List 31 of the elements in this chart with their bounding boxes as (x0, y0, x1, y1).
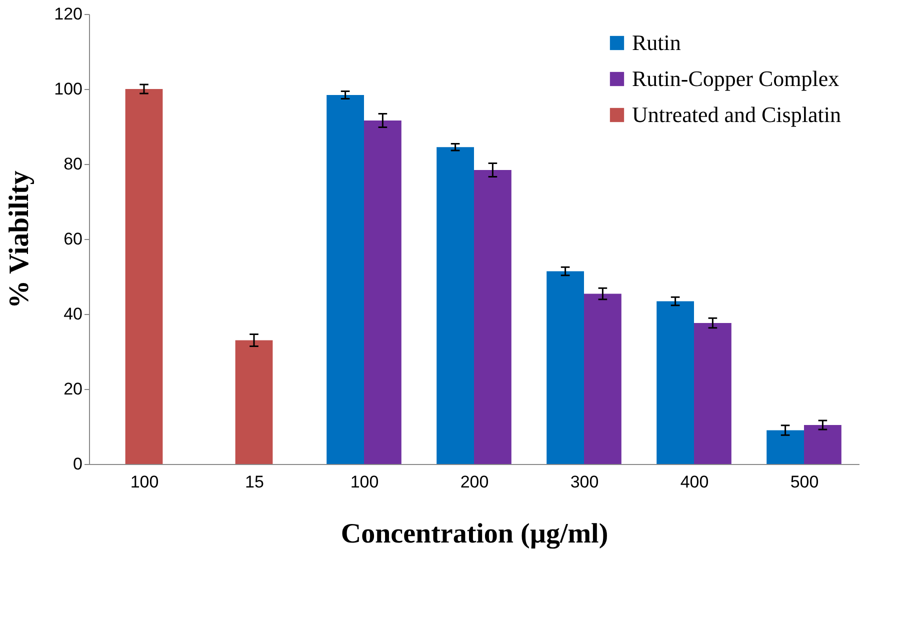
legend-label: Rutin-Copper Complex (632, 66, 840, 91)
x-axis-title: Concentration (µg/ml) (340, 518, 608, 550)
x-tick-label: 400 (680, 472, 709, 492)
legend-label: Untreated and Cisplatin (632, 102, 841, 127)
y-tick-label: 60 (64, 230, 82, 248)
bar (546, 271, 584, 464)
bar (125, 89, 163, 464)
y-axis-title: % Viability (4, 170, 36, 308)
x-tick-label: 15 (245, 472, 264, 492)
bar (235, 340, 273, 464)
bar (474, 170, 512, 464)
bar (326, 95, 364, 464)
x-tick-label: 100 (130, 472, 159, 492)
bar (584, 294, 622, 464)
legend-label: Rutin (632, 30, 681, 55)
x-tick-label: 500 (790, 472, 819, 492)
bar (694, 323, 732, 464)
x-tick-label: 200 (460, 472, 489, 492)
x-tick-label: 300 (570, 472, 599, 492)
y-tick-label: 80 (64, 154, 82, 174)
bar (804, 425, 842, 464)
bar (364, 120, 402, 464)
bar (436, 147, 474, 464)
bar (656, 301, 694, 464)
y-tick-label: 120 (54, 4, 82, 24)
x-tick-label: 100 (350, 472, 379, 492)
y-tick-label: 20 (64, 380, 82, 398)
y-tick-label: 0 (73, 454, 82, 474)
y-tick-label: 100 (54, 80, 82, 98)
y-tick-label: 40 (64, 304, 82, 324)
bar (766, 430, 804, 464)
